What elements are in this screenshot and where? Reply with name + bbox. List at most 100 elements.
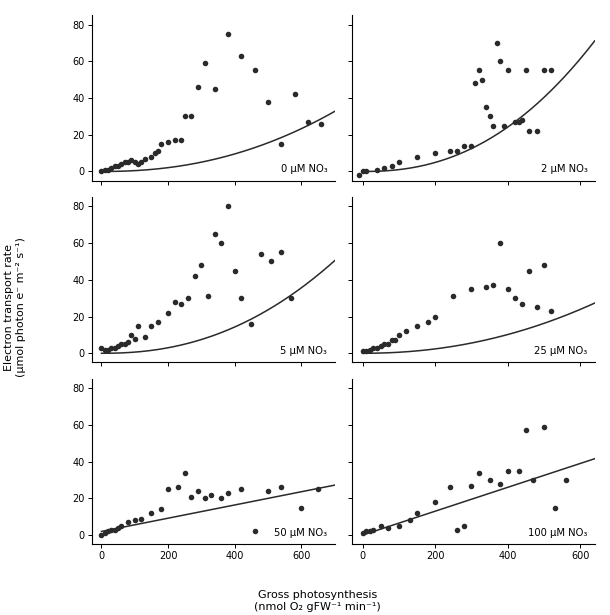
Point (372, 165, 382, 175)
Point (113, 523, 123, 533)
Point (361, 167, 371, 177)
Point (170, 135, 179, 145)
Point (190, 271, 199, 281)
Point (412, 508, 422, 518)
Point (217, 238, 226, 248)
Point (287, 293, 296, 303)
Point (459, 521, 469, 531)
Point (423, 317, 432, 327)
Point (387, 161, 396, 171)
Point (100, 344, 110, 354)
Point (276, 247, 286, 257)
Point (173, 482, 183, 492)
Point (107, 163, 117, 173)
Point (452, 525, 462, 534)
Point (390, 336, 400, 346)
Point (113, 161, 123, 171)
Point (237, 484, 246, 494)
Point (223, 488, 233, 498)
Point (157, 139, 167, 149)
Point (107, 343, 117, 352)
Point (193, 486, 203, 496)
Point (183, 293, 193, 303)
Point (130, 515, 140, 525)
Point (157, 504, 167, 514)
Point (484, 475, 494, 485)
Point (365, 344, 375, 354)
Point (478, 75, 487, 85)
Point (445, 146, 454, 156)
Point (379, 339, 389, 349)
Point (387, 336, 396, 346)
Point (412, 321, 422, 331)
Point (217, 493, 226, 503)
Point (153, 146, 163, 156)
Point (100, 165, 110, 175)
Point (127, 330, 137, 340)
Point (481, 282, 491, 292)
Point (187, 111, 196, 121)
Point (510, 293, 520, 303)
Point (203, 292, 213, 301)
Point (376, 341, 386, 351)
Point (256, 249, 266, 259)
Point (474, 468, 484, 478)
Point (394, 330, 404, 340)
Point (123, 338, 133, 347)
Point (474, 66, 484, 76)
Point (532, 303, 542, 312)
Point (547, 66, 556, 76)
Point (113, 341, 123, 351)
Point (525, 266, 534, 276)
Point (550, 502, 560, 512)
Point (539, 66, 549, 76)
Text: 25 μM NO₃: 25 μM NO₃ (534, 346, 587, 356)
Point (394, 521, 404, 531)
Point (539, 422, 549, 432)
Point (250, 66, 260, 76)
Point (357, 528, 367, 538)
Point (495, 238, 505, 248)
Point (368, 343, 378, 352)
Point (303, 117, 313, 127)
Point (484, 111, 494, 121)
Point (517, 115, 527, 125)
Point (376, 521, 386, 531)
Point (448, 292, 458, 301)
Point (467, 480, 476, 490)
Text: 5 μM NO₃: 5 μM NO₃ (281, 346, 328, 356)
Point (503, 66, 512, 76)
Point (561, 475, 570, 485)
Point (459, 141, 469, 151)
Text: 0 μM NO₃: 0 μM NO₃ (281, 164, 328, 174)
Point (170, 297, 179, 307)
Point (539, 260, 549, 270)
Point (150, 148, 160, 158)
Point (200, 58, 210, 68)
Point (103, 344, 113, 354)
Point (372, 343, 382, 352)
Point (200, 493, 210, 503)
Point (100, 528, 110, 538)
Point (267, 256, 276, 266)
Text: Electron transport rate
(μmol photon e⁻ m⁻² s⁻¹): Electron transport rate (μmol photon e⁻ … (4, 237, 26, 378)
Point (103, 165, 113, 175)
Point (532, 126, 542, 136)
Point (110, 343, 120, 352)
Point (405, 515, 415, 525)
Point (133, 159, 143, 169)
Point (130, 157, 140, 167)
Point (514, 117, 523, 127)
Point (230, 266, 240, 276)
Point (296, 502, 306, 512)
Point (517, 299, 527, 309)
Point (528, 475, 538, 485)
Point (290, 89, 300, 99)
Point (412, 152, 422, 162)
Point (361, 346, 371, 356)
Point (492, 38, 501, 48)
Point (430, 312, 440, 322)
Point (107, 525, 117, 534)
Point (470, 78, 480, 88)
Point (207, 490, 217, 499)
